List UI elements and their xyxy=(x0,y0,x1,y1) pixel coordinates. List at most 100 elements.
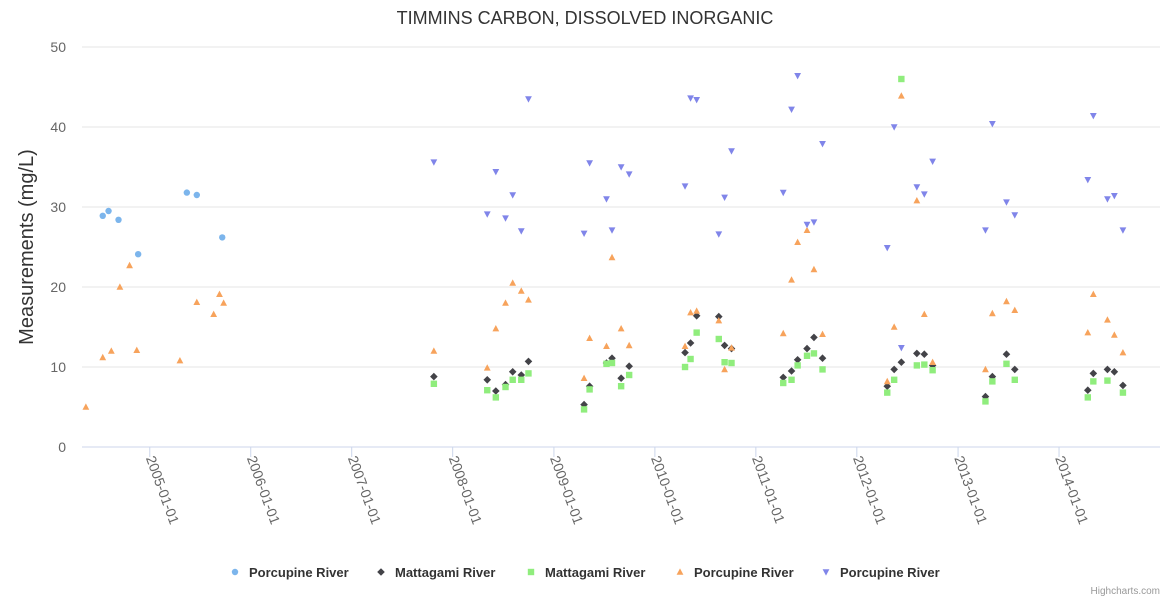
data-point[interactable] xyxy=(625,362,633,370)
data-point[interactable] xyxy=(608,359,616,367)
data-point[interactable] xyxy=(502,215,509,222)
legend-symbol[interactable] xyxy=(676,568,684,575)
data-point[interactable] xyxy=(687,355,694,363)
data-point[interactable] xyxy=(1104,196,1111,203)
data-point[interactable] xyxy=(982,398,989,405)
data-point[interactable] xyxy=(687,95,694,102)
data-point[interactable] xyxy=(1002,350,1011,358)
data-point[interactable] xyxy=(686,339,695,347)
data-point[interactable] xyxy=(617,164,625,171)
data-point[interactable] xyxy=(517,228,525,235)
data-point[interactable] xyxy=(580,374,588,381)
data-point[interactable] xyxy=(183,189,191,196)
data-point[interactable] xyxy=(608,354,616,362)
data-point[interactable] xyxy=(794,362,801,369)
data-point[interactable] xyxy=(913,197,921,204)
data-point[interactable] xyxy=(430,347,438,354)
data-point[interactable] xyxy=(1003,297,1010,305)
data-point[interactable] xyxy=(586,334,594,341)
data-point[interactable] xyxy=(728,344,735,351)
data-point[interactable] xyxy=(492,394,500,401)
data-point[interactable] xyxy=(890,323,898,330)
data-point[interactable] xyxy=(99,212,106,219)
data-point[interactable] xyxy=(883,245,891,252)
data-point[interactable] xyxy=(913,349,921,358)
data-point[interactable] xyxy=(1089,290,1097,297)
data-point[interactable] xyxy=(508,368,517,376)
data-point[interactable] xyxy=(1089,113,1097,120)
data-point[interactable] xyxy=(714,312,723,321)
data-point[interactable] xyxy=(1089,369,1098,378)
data-point[interactable] xyxy=(134,251,142,258)
data-point[interactable] xyxy=(617,325,625,332)
data-point[interactable] xyxy=(728,359,735,367)
data-point[interactable] xyxy=(883,377,891,385)
data-point[interactable] xyxy=(82,403,90,410)
data-point[interactable] xyxy=(625,371,633,379)
data-point[interactable] xyxy=(681,342,689,349)
data-point[interactable] xyxy=(603,196,610,203)
data-point[interactable] xyxy=(779,189,787,197)
data-point[interactable] xyxy=(193,191,200,199)
data-point[interactable] xyxy=(625,341,633,349)
data-point[interactable] xyxy=(176,357,184,364)
data-point[interactable] xyxy=(810,265,818,273)
data-point[interactable] xyxy=(617,383,625,390)
data-point[interactable] xyxy=(517,287,525,294)
data-point[interactable] xyxy=(721,194,728,201)
data-point[interactable] xyxy=(929,367,936,374)
data-point[interactable] xyxy=(897,92,905,99)
legend-item[interactable]: Porcupine River xyxy=(822,565,940,580)
data-point[interactable] xyxy=(1104,316,1111,323)
data-point[interactable] xyxy=(1084,329,1092,336)
data-point[interactable] xyxy=(687,309,694,316)
data-point[interactable] xyxy=(1104,377,1111,384)
data-point[interactable] xyxy=(929,158,937,165)
data-point[interactable] xyxy=(715,335,722,343)
data-point[interactable] xyxy=(608,227,616,234)
legend-item[interactable]: Mattagami River xyxy=(377,565,495,580)
data-point[interactable] xyxy=(525,370,532,377)
data-point[interactable] xyxy=(483,364,491,371)
data-point[interactable] xyxy=(681,348,689,357)
data-point[interactable] xyxy=(518,376,525,383)
data-point[interactable] xyxy=(115,216,122,223)
data-point[interactable] xyxy=(525,296,532,303)
data-point[interactable] xyxy=(1084,394,1092,401)
data-point[interactable] xyxy=(133,346,141,353)
data-point[interactable] xyxy=(788,106,795,113)
data-point[interactable] xyxy=(1084,386,1092,394)
data-point[interactable] xyxy=(1003,199,1010,206)
data-point[interactable] xyxy=(793,356,802,364)
data-point[interactable] xyxy=(216,290,223,297)
data-point[interactable] xyxy=(483,376,492,384)
data-point[interactable] xyxy=(803,221,811,229)
data-point[interactable] xyxy=(715,231,723,238)
data-point[interactable] xyxy=(890,124,898,131)
data-point[interactable] xyxy=(502,299,509,306)
data-point[interactable] xyxy=(819,366,826,373)
data-point[interactable] xyxy=(890,376,898,383)
data-point[interactable] xyxy=(1119,227,1127,234)
data-point[interactable] xyxy=(819,330,826,337)
data-point[interactable] xyxy=(883,382,892,390)
data-point[interactable] xyxy=(99,353,107,361)
data-point[interactable] xyxy=(920,310,928,317)
data-point[interactable] xyxy=(116,283,124,290)
data-point[interactable] xyxy=(779,373,788,382)
data-point[interactable] xyxy=(681,363,689,371)
legend-item[interactable]: Mattagami River xyxy=(527,565,646,580)
data-point[interactable] xyxy=(788,376,795,383)
data-point[interactable] xyxy=(803,344,811,353)
data-point[interactable] xyxy=(509,279,517,286)
data-point[interactable] xyxy=(788,276,795,283)
data-point[interactable] xyxy=(693,329,700,336)
data-point[interactable] xyxy=(728,148,735,155)
data-point[interactable] xyxy=(1011,306,1019,313)
data-point[interactable] xyxy=(625,171,633,178)
data-point[interactable] xyxy=(1110,368,1119,376)
data-point[interactable] xyxy=(897,345,905,352)
data-point[interactable] xyxy=(1011,376,1018,383)
legend-symbol[interactable] xyxy=(527,568,535,576)
data-point[interactable] xyxy=(492,169,500,176)
